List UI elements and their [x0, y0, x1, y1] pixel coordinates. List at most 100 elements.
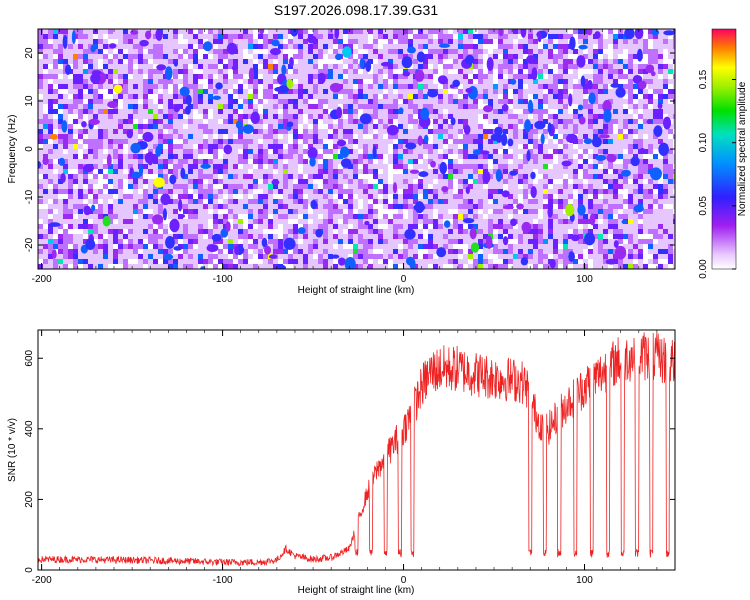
spectrogram-cell [143, 189, 149, 195]
spectrogram-cell [188, 184, 194, 190]
spectrogram-cell [118, 209, 124, 215]
spectrogram-cell [98, 64, 104, 70]
spectrogram-cell [108, 109, 114, 115]
spectrogram-cell [643, 184, 649, 190]
spectrogram-cell [553, 159, 559, 165]
spectrogram-cell [328, 169, 334, 175]
spectrogram-cell [333, 74, 339, 80]
spectrogram-cell [203, 149, 209, 155]
spectrogram-cell [348, 169, 354, 175]
spectrogram-cell [168, 89, 174, 95]
spectrogram-cell [578, 174, 584, 180]
spectrogram-cell [278, 44, 284, 50]
spectrogram-cell [473, 154, 479, 160]
spectrogram-cell [278, 124, 284, 130]
spectrogram-cell [533, 84, 539, 90]
spectrogram-cell [298, 124, 304, 130]
spectrogram-cell [88, 204, 94, 210]
spectrogram-cell [108, 219, 114, 225]
spectrogram-cell [643, 89, 649, 95]
spectrogram-cell [538, 134, 544, 140]
spectrogram-cell [148, 79, 154, 85]
spectrogram-cell [273, 94, 279, 100]
spectrogram-cell [343, 74, 349, 80]
spectrogram-cell [403, 94, 409, 100]
spectrogram-cell [568, 129, 574, 135]
spectrogram-cell [588, 114, 594, 120]
spectrogram-cell [323, 44, 329, 50]
spectrogram-cell [483, 49, 489, 55]
spectrogram-cell [393, 174, 399, 180]
spectrogram-cell [448, 109, 454, 115]
spectrogram-cell [208, 64, 214, 70]
spectrogram-cell [208, 29, 214, 35]
spectrogram-cell [543, 39, 549, 45]
spectrogram-cell [398, 114, 404, 120]
spectrogram-cell [313, 194, 319, 200]
spectrogram-cell [433, 99, 439, 105]
spectrogram-cell [648, 84, 654, 90]
spectrogram-cell [373, 184, 379, 190]
spectrogram-cell [628, 174, 634, 180]
spectrogram-cell [368, 144, 374, 150]
spectrogram-cell [273, 144, 279, 150]
spectrogram-cell [343, 114, 349, 120]
spectrogram-cell [53, 74, 59, 80]
spectrogram-cell [383, 59, 389, 65]
spectrogram-cell [293, 194, 299, 200]
spectrogram-cell [278, 69, 284, 75]
spectrogram-cell [123, 84, 129, 90]
spectrogram-cell [498, 159, 504, 165]
spectrogram-cell [663, 74, 669, 80]
spectrogram-cell [68, 179, 74, 185]
spectrogram-cell [388, 84, 394, 90]
spectrogram-cell [393, 114, 399, 120]
spectrogram-cell [328, 139, 334, 145]
spectrogram-cell [123, 139, 129, 145]
spectrogram-cell [423, 129, 429, 135]
spectrogram-cell [183, 104, 189, 110]
spectrogram-cell [258, 214, 264, 220]
spectrogram-cell [633, 59, 639, 65]
spectrogram-cell [43, 104, 49, 110]
spectrogram-cell [628, 79, 634, 85]
spectrogram-cell [178, 114, 184, 120]
spectrogram-cell [608, 149, 614, 155]
spectrogram-cell [518, 184, 524, 190]
spectrogram-cell [273, 134, 279, 140]
spectrogram-cell [288, 154, 294, 160]
spectrogram-cell [128, 164, 134, 170]
spectrogram-cell [508, 124, 514, 130]
spectrogram-cell [78, 204, 84, 210]
spectrogram-cell [623, 129, 629, 135]
spectrogram-cell [603, 149, 609, 155]
spectrogram-cell [563, 79, 569, 85]
spectrogram-cell [433, 174, 439, 180]
spectrogram-cell [643, 94, 649, 100]
spectrogram-cell [123, 49, 129, 55]
spectrogram-cell [363, 124, 369, 130]
spectrogram-cell [188, 214, 194, 220]
spectrogram-cell [278, 154, 284, 160]
spectrogram-cell [388, 144, 394, 150]
spectrogram-cell [88, 29, 94, 35]
spectrogram-cell [468, 204, 474, 210]
spectrogram-cell [653, 119, 659, 125]
spectrogram-cell [218, 184, 224, 190]
spectrogram-cell [83, 184, 89, 190]
spectrogram-cell [493, 144, 499, 150]
spectrogram-cell [118, 219, 124, 225]
spectrogram-cell [293, 44, 299, 50]
spectrogram-cell [483, 124, 489, 130]
spectrogram-cell [203, 214, 209, 220]
spectrogram-cell [443, 149, 449, 155]
spectrogram-cell [38, 224, 44, 230]
spectrogram-cell [553, 104, 559, 110]
spectrogram-cell [113, 194, 119, 200]
spectrogram-cell [48, 174, 54, 180]
spectrogram-cell [48, 114, 54, 120]
spectrogram-cell [303, 134, 309, 140]
spectrogram-cell [398, 154, 404, 160]
spectrogram-cell [368, 184, 374, 190]
spectrogram-cell [663, 104, 669, 110]
